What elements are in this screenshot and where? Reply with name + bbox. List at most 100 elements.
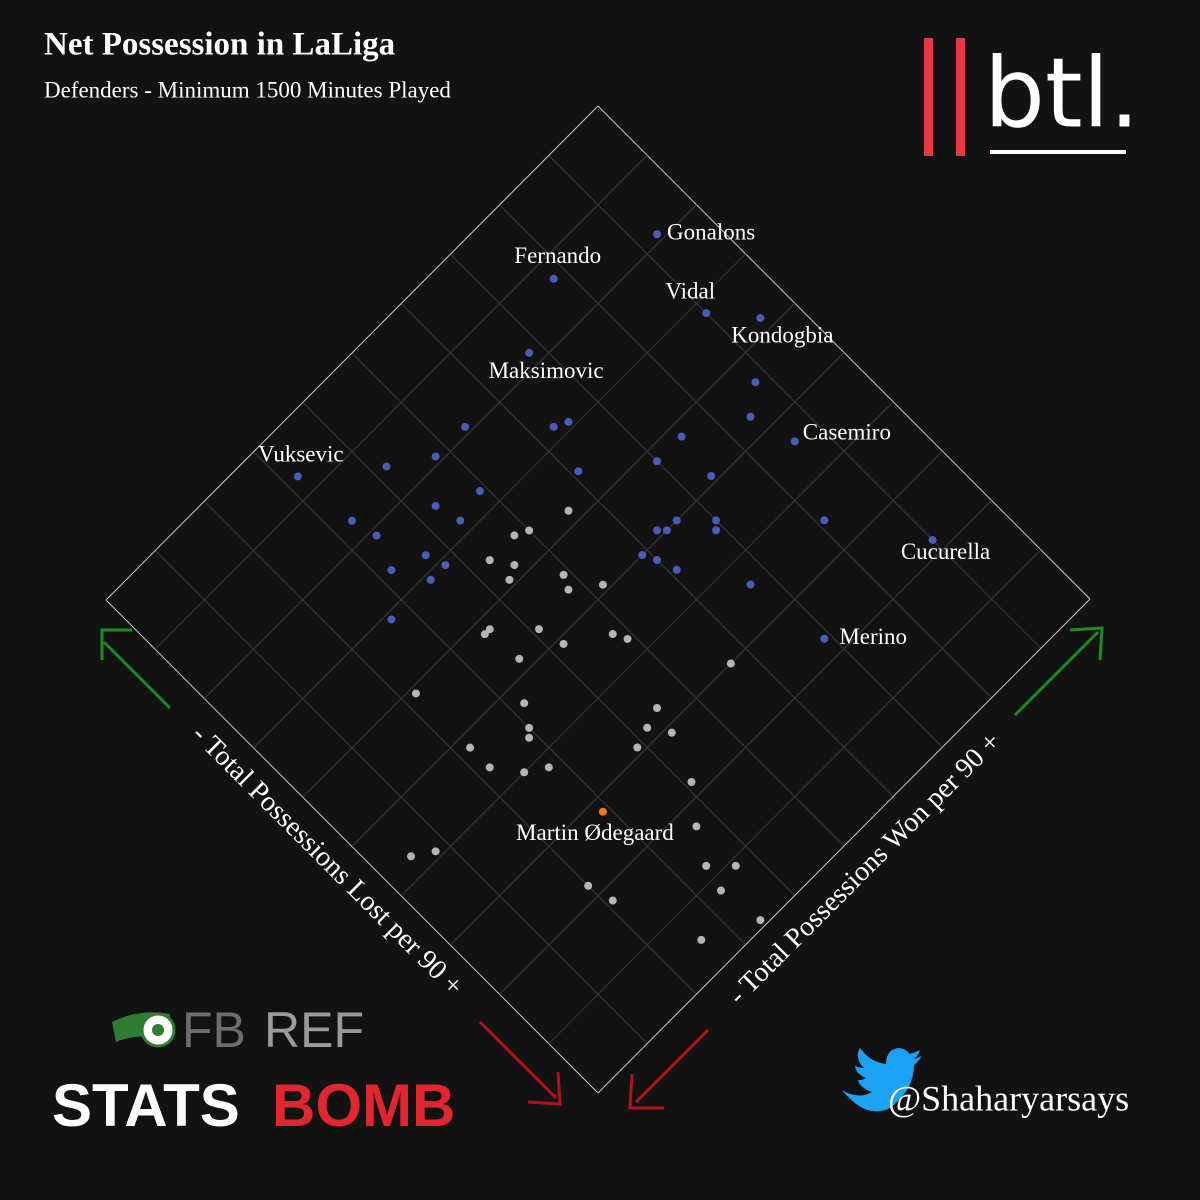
grid	[105, 105, 1091, 1094]
point	[717, 886, 725, 895]
point	[623, 634, 632, 643]
point	[382, 462, 391, 471]
point	[756, 916, 765, 925]
point	[431, 847, 440, 856]
point	[480, 630, 489, 639]
grid-line	[400, 401, 894, 897]
point	[790, 437, 799, 446]
point	[456, 516, 465, 525]
point	[525, 348, 534, 357]
point	[608, 896, 617, 905]
point	[510, 531, 519, 540]
twitter-icon	[842, 1048, 922, 1112]
point	[485, 763, 494, 772]
point	[608, 630, 617, 639]
logo-bar	[956, 38, 965, 156]
point	[505, 575, 514, 584]
point	[564, 417, 573, 426]
point	[687, 778, 696, 786]
point	[653, 555, 662, 564]
point	[520, 768, 529, 777]
point	[662, 526, 671, 535]
grid-line	[499, 500, 992, 995]
point	[564, 585, 573, 594]
chart-title: Net Possession in LaLiga	[44, 27, 395, 63]
point	[746, 412, 755, 421]
point-label: Vuksevic	[258, 442, 344, 467]
point	[525, 526, 534, 535]
point	[525, 733, 534, 742]
point	[348, 516, 356, 525]
point	[485, 556, 494, 565]
logo-underline	[990, 150, 1126, 154]
statsbomb-bomb: BOMB	[272, 1072, 455, 1139]
point	[598, 580, 607, 589]
point-label: Cucurella	[901, 539, 990, 564]
grid-line	[154, 154, 648, 650]
point	[411, 689, 420, 698]
point	[525, 723, 534, 732]
point	[692, 822, 701, 831]
point	[667, 728, 676, 737]
point	[643, 723, 652, 732]
point	[431, 452, 440, 461]
point	[712, 516, 721, 525]
point	[426, 575, 435, 584]
point	[653, 704, 662, 713]
point-label: Martin Ødegaard	[516, 820, 674, 845]
point	[534, 625, 543, 634]
point-label: Maksimovic	[489, 358, 604, 383]
point	[387, 566, 396, 575]
point	[515, 654, 524, 663]
point	[820, 516, 829, 525]
point	[431, 501, 440, 510]
point	[702, 861, 711, 870]
point	[510, 561, 519, 570]
fbref-fb: FB	[182, 1002, 246, 1058]
point	[746, 580, 755, 589]
point-label: Vidal	[665, 278, 715, 303]
point-label: Gonalons	[667, 220, 755, 245]
point	[520, 699, 529, 708]
point-label: Merino	[839, 624, 907, 649]
point	[653, 457, 662, 466]
point-label: Casemiro	[803, 420, 891, 445]
point	[293, 472, 302, 481]
point-label: Fernando	[514, 243, 601, 268]
point	[461, 422, 470, 431]
logo-text: btl.	[984, 37, 1140, 149]
point	[466, 743, 475, 752]
point	[672, 565, 681, 574]
twitter-handle: @Shaharyarsays	[888, 1078, 1129, 1118]
point	[633, 743, 642, 752]
point	[653, 230, 662, 239]
fbref-logo	[112, 1012, 176, 1048]
point	[598, 807, 607, 816]
grid-line	[351, 352, 845, 847]
statsbomb-stats: STATS	[52, 1072, 240, 1139]
point	[475, 487, 484, 496]
point	[549, 274, 558, 283]
point	[559, 639, 568, 648]
point	[702, 309, 711, 318]
point	[820, 634, 829, 643]
point	[564, 506, 573, 515]
point	[928, 535, 937, 544]
point-label: Kondogbia	[731, 322, 833, 347]
point	[485, 625, 494, 634]
point	[407, 852, 416, 861]
grid-line	[253, 253, 746, 749]
point	[638, 551, 647, 560]
point	[712, 526, 721, 535]
point	[544, 763, 553, 772]
point	[756, 314, 765, 323]
point	[707, 472, 716, 481]
grid-line	[548, 549, 1042, 1045]
point	[677, 432, 686, 441]
point	[726, 659, 735, 668]
point	[672, 516, 681, 525]
grid-line	[597, 598, 1091, 1094]
point	[441, 561, 450, 570]
